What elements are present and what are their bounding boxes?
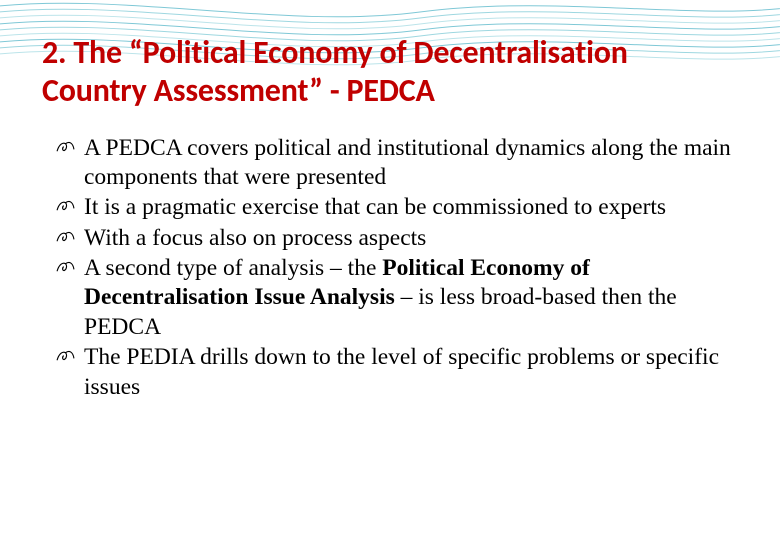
slide-content: 2. The “Political Economy of Decentralis…: [0, 0, 780, 423]
bullet-item: A PEDCA covers political and institution…: [56, 134, 738, 193]
slide-title: 2. The “Political Economy of Decentralis…: [42, 34, 738, 110]
text-run: With a focus also on process aspects: [84, 225, 426, 251]
text-run: A second type of analysis – the: [84, 255, 382, 281]
text-run: It is a pragmatic exercise that can be c…: [84, 194, 666, 220]
bullet-list: A PEDCA covers political and institution…: [42, 134, 738, 402]
bullet-item: With a focus also on process aspects: [56, 224, 738, 253]
text-run: The PEDIA drills down to the level of sp…: [84, 344, 719, 399]
bullet-item: A second type of analysis – the Politica…: [56, 254, 738, 342]
bullet-item: It is a pragmatic exercise that can be c…: [56, 193, 738, 222]
bullet-item: The PEDIA drills down to the level of sp…: [56, 343, 738, 402]
text-run: A PEDCA covers political and institution…: [84, 135, 731, 190]
